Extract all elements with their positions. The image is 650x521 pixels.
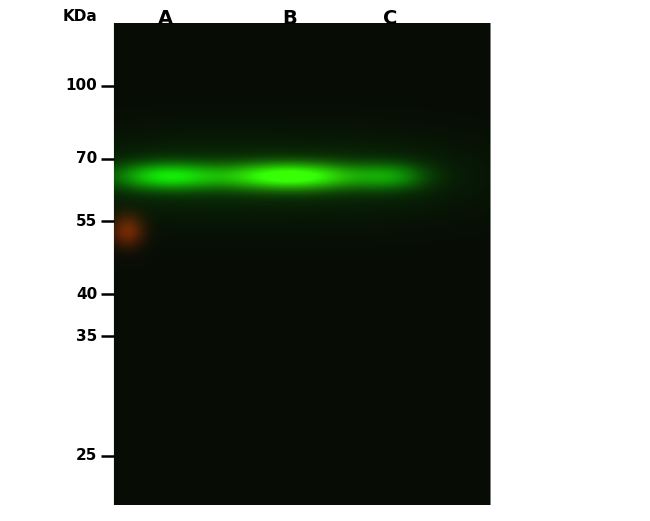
Text: 55: 55 [76, 214, 98, 229]
Text: B: B [282, 9, 296, 28]
Text: C: C [383, 9, 397, 28]
Text: 100: 100 [66, 79, 98, 93]
Text: 70: 70 [76, 152, 98, 166]
Text: 40: 40 [76, 287, 98, 302]
Text: KDa: KDa [63, 9, 98, 24]
Text: 25: 25 [76, 449, 98, 463]
Text: A: A [158, 9, 174, 28]
Text: 35: 35 [76, 329, 98, 343]
